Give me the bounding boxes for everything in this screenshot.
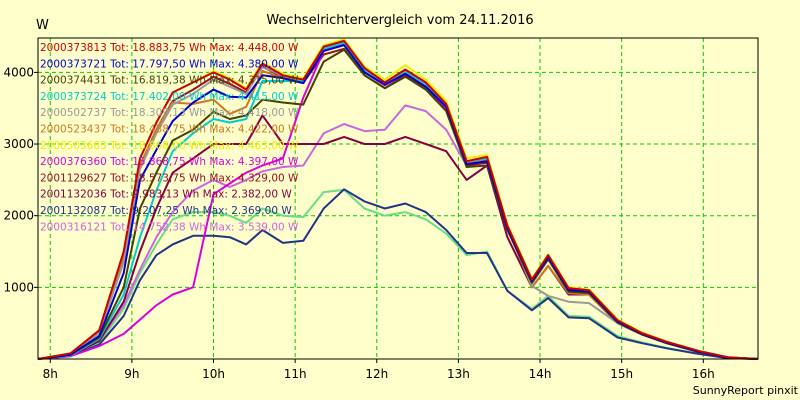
legend-entry-12: 2000316121 Tot: 14.752,38 Wh Max: 3.539,… [40, 221, 299, 233]
plot-frame [37, 37, 759, 360]
x-tick-label: 14h [529, 367, 552, 381]
legend-entry-7: 2000503683 Tot: 18.868,00 Wh Max: 4.463,… [40, 140, 299, 152]
legend-entry-8: 2000376360 Tot: 15.868,75 Wh Max: 4.397,… [40, 156, 299, 168]
x-tick-label: 11h [284, 367, 307, 381]
series-layer [37, 38, 759, 360]
series-line-1 [37, 39, 759, 360]
y-axis-ticks: 1000 2000 3000 4000 [3, 65, 38, 294]
x-tick-label: 12h [365, 367, 388, 381]
y-tick-label: 1000 [3, 280, 34, 294]
x-tick-label: 13h [447, 367, 470, 381]
y-tick-label: 3000 [3, 137, 34, 151]
x-tick-label: 9h [124, 367, 139, 381]
legend-entry-4: 2000373724 Tot: 17.402,00 Wh Max: 4.415,… [40, 91, 299, 103]
legend-entry-2: 2000373721 Tot: 17.797,50 Wh Max: 4.380,… [40, 58, 299, 70]
x-tick-label: 16h [692, 367, 715, 381]
x-tick-label: 10h [202, 367, 225, 381]
legend: 2000373813 Tot: 18.883,75 Wh Max: 4.448,… [40, 42, 299, 233]
y-tick-label: 4000 [3, 65, 34, 79]
y-tick-label: 2000 [3, 209, 34, 223]
grid [38, 38, 758, 359]
y-axis-unit: W [36, 18, 49, 33]
legend-entry-1: 2000373813 Tot: 18.883,75 Wh Max: 4.448,… [40, 42, 299, 54]
x-axis-ticks: 8h 9h 10h 11h 12h 13h 14h 15h 16h [43, 359, 715, 381]
legend-entry-9: 2001129627 Tot: 18.573,75 Wh Max: 4.329,… [40, 172, 299, 184]
legend-entry-3: 2000374431 Tot: 16.819,38 Wh Max: 4.315,… [40, 75, 299, 87]
footer-label: SunnyReport pinxit [693, 384, 799, 397]
chart-title: Wechselrichtervergleich vom 24.11.2016 [266, 13, 533, 28]
legend-entry-10: 2001132036 Tot: 9.983,13 Wh Max: 2.382,0… [40, 189, 292, 201]
legend-entry-11: 2001132087 Tot: 9.207,25 Wh Max: 2.369,0… [40, 205, 292, 217]
legend-entry-6: 2000523437 Tot: 18.438,75 Wh Max: 4.422,… [40, 124, 299, 136]
x-tick-label: 15h [610, 367, 633, 381]
series-line-13 [37, 188, 759, 360]
series-line-11 [37, 188, 759, 360]
x-tick-label: 8h [43, 367, 58, 381]
legend-entry-5: 2000502737 Tot: 18.309,13 Wh Max: 4.418,… [40, 107, 299, 119]
